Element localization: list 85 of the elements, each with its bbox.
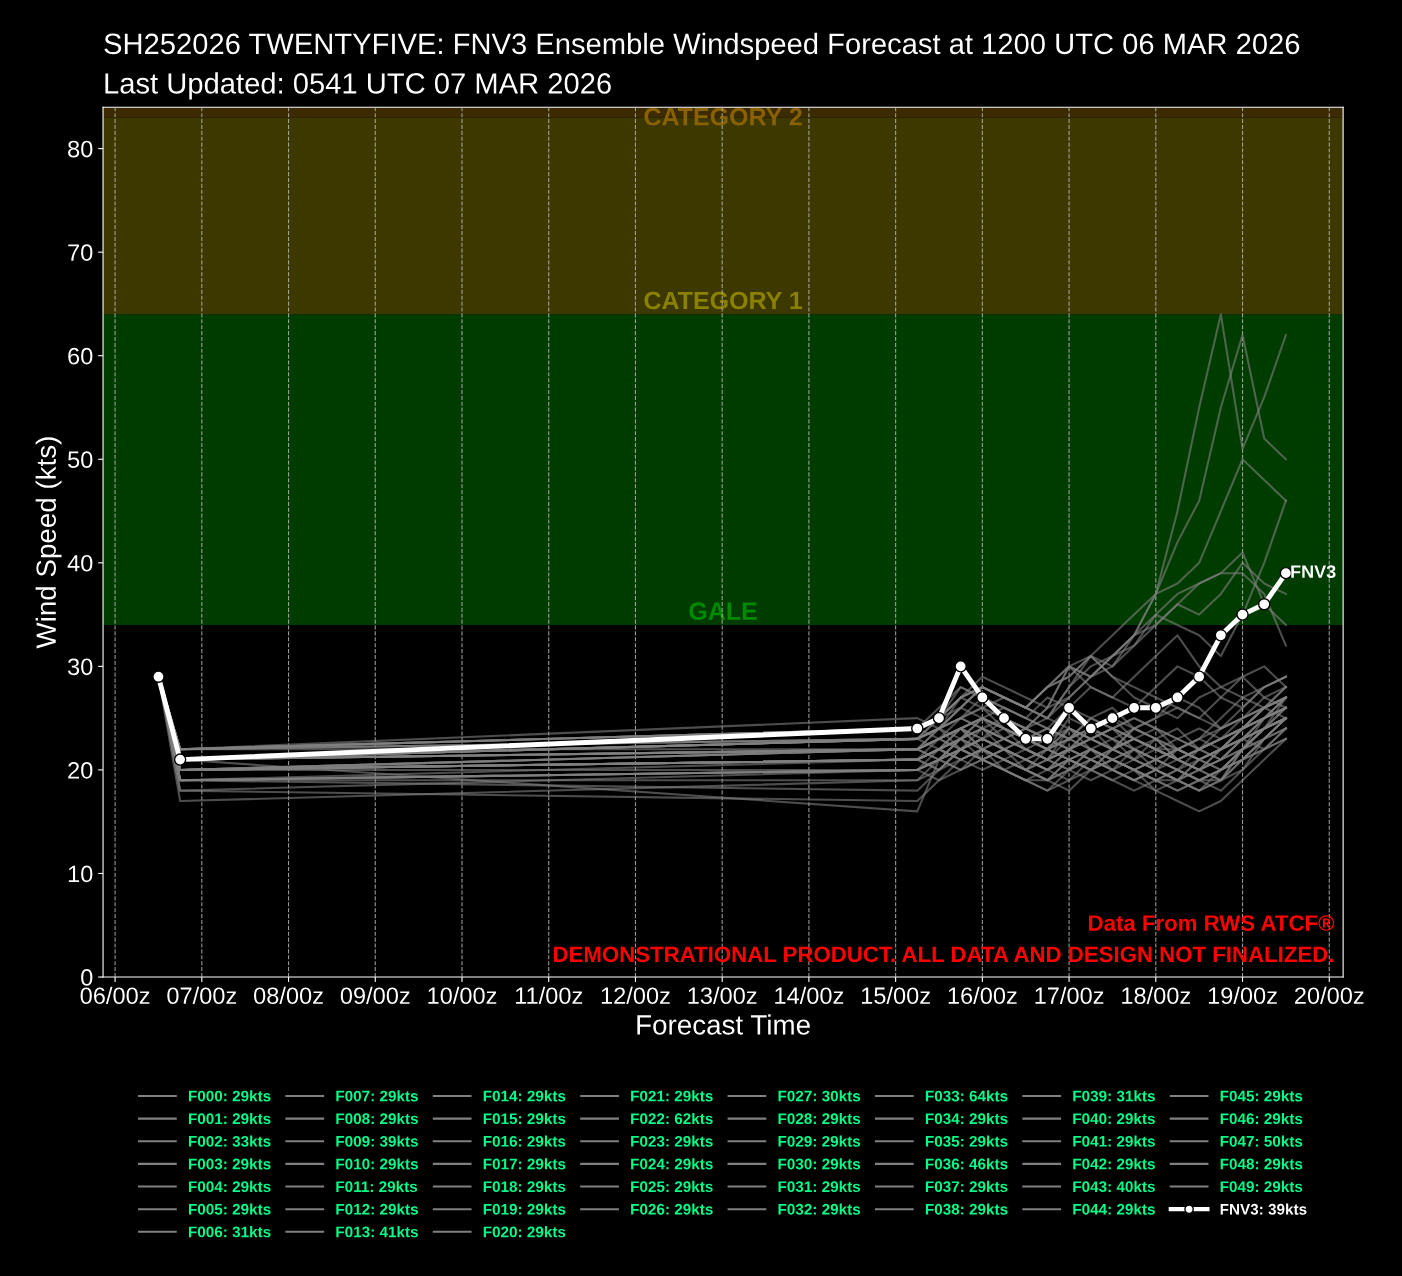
legend-label: F024: 29kts bbox=[631, 1158, 713, 1170]
legend-label: F042: 29kts bbox=[1073, 1158, 1155, 1170]
legend-label: F008: 29kts bbox=[336, 1112, 418, 1125]
chart-title: SH252026 TWENTYFIVE: FNV3 Ensemble Windspeed Forecast at 1200 UTC 06 MAR 2026 bbox=[104, 32, 1300, 60]
legend-label: FNV3: 39kts bbox=[1220, 1203, 1307, 1215]
y-tick-label: 50 bbox=[68, 451, 93, 469]
legend-label: F044: 29kts bbox=[1073, 1203, 1155, 1215]
x-tick-label: 11/00z bbox=[515, 986, 583, 1005]
legend-label: F049: 29kts bbox=[1220, 1180, 1303, 1193]
band-label: GALE bbox=[689, 602, 757, 621]
legend-label: F026: 29kts bbox=[631, 1203, 713, 1215]
legend-label: F019: 29kts bbox=[483, 1203, 566, 1215]
band-label: CATEGORY 1 bbox=[644, 291, 803, 310]
x-tick-label: 14/00z bbox=[775, 986, 844, 1005]
x-tick-label: 08/00z bbox=[254, 986, 323, 1005]
annotation: FNV3 bbox=[1291, 565, 1336, 579]
legend-label: F022: 62kts bbox=[631, 1112, 713, 1125]
legend-label: F017: 29kts bbox=[483, 1158, 566, 1170]
y-tick-label: 60 bbox=[68, 347, 93, 365]
legend-label: F000: 29kts bbox=[188, 1090, 271, 1102]
legend-label: F038: 29kts bbox=[925, 1203, 1008, 1215]
x-tick-label: 06/00z bbox=[80, 986, 150, 1005]
x-tick-label: 18/00z bbox=[1122, 986, 1191, 1005]
x-tick-label: 10/00z bbox=[428, 986, 497, 1005]
legend-label: F041: 29kts bbox=[1073, 1135, 1155, 1147]
y-tick-label: 70 bbox=[68, 244, 93, 261]
legend-label: F046: 29kts bbox=[1220, 1112, 1303, 1125]
x-axis-title: Forecast Time bbox=[637, 1014, 810, 1035]
legend-label: F039: 31kts bbox=[1073, 1090, 1155, 1102]
x-tick-label: 12/00z bbox=[601, 986, 670, 1005]
chart-subtitle: Last Updated: 0541 UTC 07 MAR 2026 bbox=[105, 72, 611, 100]
legend-label: F047: 50kts bbox=[1220, 1135, 1303, 1147]
legend-label: F002: 33kts bbox=[188, 1135, 271, 1147]
y-tick-label: 80 bbox=[68, 140, 93, 158]
legend-label: F012: 29kts bbox=[336, 1203, 418, 1215]
legend-label: F027: 30kts bbox=[778, 1090, 861, 1102]
x-tick-label: 07/00z bbox=[167, 986, 237, 1005]
legend-label: F013: 41kts bbox=[336, 1226, 418, 1238]
legend-label: F025: 29kts bbox=[631, 1180, 713, 1193]
legend-label: F011: 29kts bbox=[336, 1180, 418, 1193]
legend-label: F007: 29kts bbox=[336, 1090, 418, 1102]
x-tick-label: 19/00z bbox=[1208, 986, 1277, 1005]
y-tick-label: 20 bbox=[68, 761, 93, 779]
legend-label: F031: 29kts bbox=[778, 1180, 861, 1193]
legend-label: F040: 29kts bbox=[1073, 1112, 1155, 1125]
legend-label: F028: 29kts bbox=[778, 1112, 861, 1125]
y-tick-label: 0 bbox=[81, 969, 93, 986]
legend-label: F015: 29kts bbox=[483, 1112, 566, 1125]
legend-label: F010: 29kts bbox=[336, 1158, 418, 1170]
x-tick-label: 15/00z bbox=[861, 986, 930, 1005]
legend-label: F029: 29kts bbox=[778, 1135, 861, 1147]
legend-label: F023: 29kts bbox=[631, 1135, 713, 1147]
annotation: Data From RWS ATCF® bbox=[1089, 915, 1335, 931]
annotation: DEMONSTRATIONAL PRODUCT. ALL DATA AND DESIGN NOT FINALIZED. bbox=[554, 946, 1333, 963]
legend-label: F043: 40kts bbox=[1073, 1180, 1155, 1193]
x-tick-label: 20/00z bbox=[1295, 986, 1364, 1005]
x-tick-label: 13/00z bbox=[688, 986, 757, 1005]
y-tick-label: 30 bbox=[67, 658, 93, 676]
x-tick-label: 17/00z bbox=[1035, 986, 1104, 1005]
legend-label: F030: 29kts bbox=[778, 1158, 861, 1170]
legend-label: F034: 29kts bbox=[925, 1112, 1008, 1125]
legend-label: F036: 46kts bbox=[925, 1158, 1008, 1170]
legend-label: F032: 29kts bbox=[778, 1203, 861, 1215]
legend-label: F033: 64kts bbox=[925, 1090, 1008, 1102]
legend-label: F009: 39kts bbox=[336, 1135, 418, 1147]
y-tick-label: 10 bbox=[68, 865, 93, 883]
legend-label: F045: 29kts bbox=[1220, 1090, 1303, 1102]
x-tick-label: 09/00z bbox=[340, 986, 410, 1005]
y-tick-label: 40 bbox=[67, 554, 93, 572]
legend-label: F004: 29kts bbox=[188, 1180, 271, 1193]
legend-label: F037: 29kts bbox=[925, 1180, 1008, 1193]
legend-label: F003: 29kts bbox=[188, 1158, 271, 1170]
legend-label: F021: 29kts bbox=[631, 1090, 713, 1102]
legend-label: F048: 29kts bbox=[1220, 1158, 1303, 1170]
legend-label: F001: 29kts bbox=[188, 1112, 271, 1125]
legend-label: F006: 31kts bbox=[188, 1226, 271, 1238]
legend-label: F016: 29kts bbox=[483, 1135, 566, 1147]
x-tick-label: 16/00z bbox=[948, 986, 1017, 1005]
y-axis-title: Wind Speed (kts) bbox=[35, 437, 62, 649]
legend-label: F018: 29kts bbox=[483, 1180, 566, 1193]
legend-label: F005: 29kts bbox=[188, 1203, 271, 1215]
legend-label: F035: 29kts bbox=[925, 1135, 1008, 1147]
legend-label: F014: 29kts bbox=[483, 1090, 566, 1102]
band-label: CATEGORY 2 bbox=[644, 107, 802, 126]
legend-label: F020: 29kts bbox=[483, 1226, 566, 1238]
